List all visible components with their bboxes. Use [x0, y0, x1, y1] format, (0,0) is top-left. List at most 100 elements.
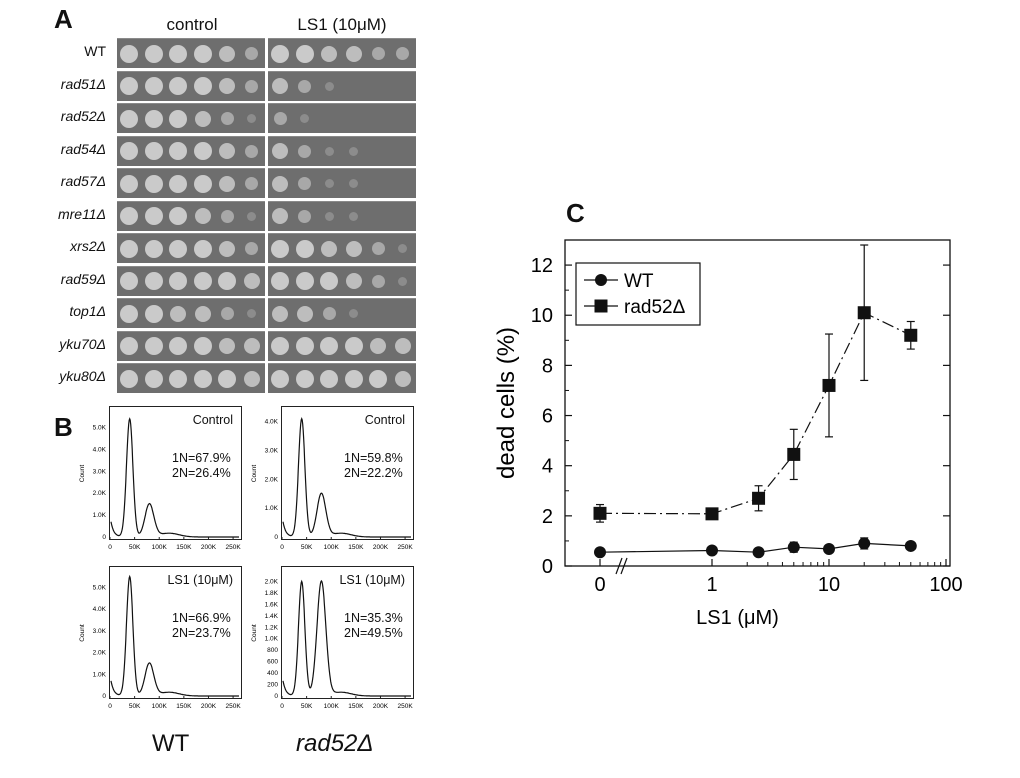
x-tick-label: 250K: [225, 544, 241, 551]
histogram-stats: 1N=59.8% 2N=22.2%: [344, 451, 403, 481]
y-axis-label: Count: [79, 465, 86, 483]
colony-spot: [324, 146, 334, 156]
x-tick-label: 50K: [129, 703, 141, 710]
colony-spot: [295, 44, 314, 63]
colony-spot: [120, 272, 138, 290]
colony-spot: [169, 142, 187, 160]
colony-spot: [371, 47, 385, 60]
colony-spot: [120, 77, 138, 95]
y-tick-label: 1.8K: [265, 590, 279, 597]
plot-frame: [564, 239, 951, 567]
x-tick-label: 0: [594, 574, 605, 596]
colony-spot: [144, 174, 163, 193]
stat-2n: 2N=22.2%: [344, 466, 403, 480]
colony-spot: [396, 47, 409, 60]
plate-ls1: [268, 265, 416, 296]
colony-spot: [320, 337, 338, 355]
x-tick-label: 150K: [176, 544, 192, 551]
data-point-wt: [706, 544, 718, 557]
colony-spot: [370, 338, 386, 354]
colony-spot: [371, 242, 385, 255]
plate-control: [117, 38, 265, 68]
y-axis-label: dead cells (%): [493, 327, 520, 479]
colony-spot: [194, 110, 211, 127]
colony-spot: [120, 44, 138, 63]
legend-label: WT: [624, 271, 654, 292]
colony-spot: [320, 369, 338, 388]
colony-spot: [298, 79, 311, 93]
colony-spot: [144, 304, 163, 323]
x-tick-label: 50K: [301, 703, 313, 710]
panel-c-letter: C: [566, 198, 585, 228]
stat-1n: 1N=67.9%: [172, 451, 231, 465]
colony-spot: [219, 338, 235, 354]
colony-spot: [169, 337, 187, 355]
panel-a-letter: A: [54, 4, 73, 34]
plate-control: [117, 233, 265, 263]
colony-spot: [272, 175, 288, 192]
x-tick-label: 50K: [301, 544, 313, 551]
colony-spot: [345, 240, 362, 257]
histogram-title: Control: [192, 413, 233, 427]
colony-spot: [295, 239, 314, 258]
legend-marker-wt: [595, 274, 607, 286]
plate-ls1: [268, 135, 416, 166]
plate-control: [117, 298, 265, 328]
strain-label: yku80Δ: [59, 368, 106, 384]
colony-spot: [398, 244, 407, 253]
strain-label: WT: [84, 43, 106, 59]
histogram-plot: 0 50K 100K 150K 200K 250K 0 1.0K 2.0K 3.0K 4.0K Cou…: [251, 417, 413, 551]
axis-break-mark: [620, 557, 628, 575]
colony-spot: [144, 207, 163, 225]
data-point-wt: [858, 537, 871, 550]
y-tick-label: 2.0K: [93, 490, 107, 497]
y-tick-label: 1.2K: [265, 624, 279, 631]
colony-spot: [193, 337, 212, 355]
label-rad52: rad52Δ: [296, 730, 374, 757]
x-tick-label: 200K: [201, 544, 217, 551]
y-tick-label: 0: [102, 534, 106, 541]
data-point-rad52: [787, 447, 801, 461]
y-tick-label: 1.4K: [265, 613, 279, 620]
colony-spot: [243, 338, 260, 354]
plate-control: [117, 330, 265, 361]
colony-spot: [120, 239, 138, 258]
x-tick-label: 250K: [225, 703, 241, 710]
colony-spot: [271, 369, 289, 388]
colony-spot: [144, 337, 163, 355]
data-point-wt: [823, 542, 835, 555]
colony-spot: [345, 45, 362, 62]
label-wt: WT: [152, 730, 190, 757]
y-tick-label: 4.0K: [93, 446, 107, 453]
colony-spot: [169, 44, 187, 63]
x-tick-label: 200K: [201, 703, 217, 710]
plate-control: [117, 363, 265, 393]
colony-spot: [218, 369, 236, 388]
strain-label: rad52Δ: [60, 108, 106, 124]
y-tick-label: 3.0K: [93, 628, 107, 635]
colony-spot: [193, 272, 212, 290]
colony-spot: [219, 78, 235, 94]
colony-spot: [271, 337, 289, 355]
histogram-plot: 0 50K 100K 150K 200K 250K 0 1.0K 2.0K 3.0K 4.0K 5.0…: [79, 417, 241, 551]
colony-spot: [271, 44, 289, 63]
stat-2n: 2N=26.4%: [172, 466, 231, 480]
colony-spot: [194, 305, 211, 322]
colony-spot: [245, 144, 258, 158]
x-tick-label: 200K: [373, 703, 389, 710]
dead-cells-chart: 0 2 4 6 8 10 12 0 1 10 100 LS1 (μM) dead cells (%) WT…: [493, 239, 963, 629]
data-point-rad52: [904, 328, 918, 342]
data-point-rad52: [705, 507, 719, 521]
colony-spot: [321, 240, 337, 257]
colony-spot: [245, 242, 258, 255]
legend-box: [575, 262, 701, 326]
y-axis-label: Count: [251, 465, 258, 483]
plate-ls1: [268, 363, 416, 393]
colony-spot: [144, 142, 163, 160]
colony-spot: [144, 272, 163, 290]
flow-cytometry-histograms: Control 1N=67.9% 2N=26.4% 0 50K 100K 150K 200K 2…: [0, 0, 430, 740]
colony-spot: [120, 369, 138, 388]
colony-spot: [120, 174, 138, 193]
column-header-ls1: LS1 (10μM): [297, 15, 387, 34]
strain-label: rad51Δ: [60, 75, 106, 92]
